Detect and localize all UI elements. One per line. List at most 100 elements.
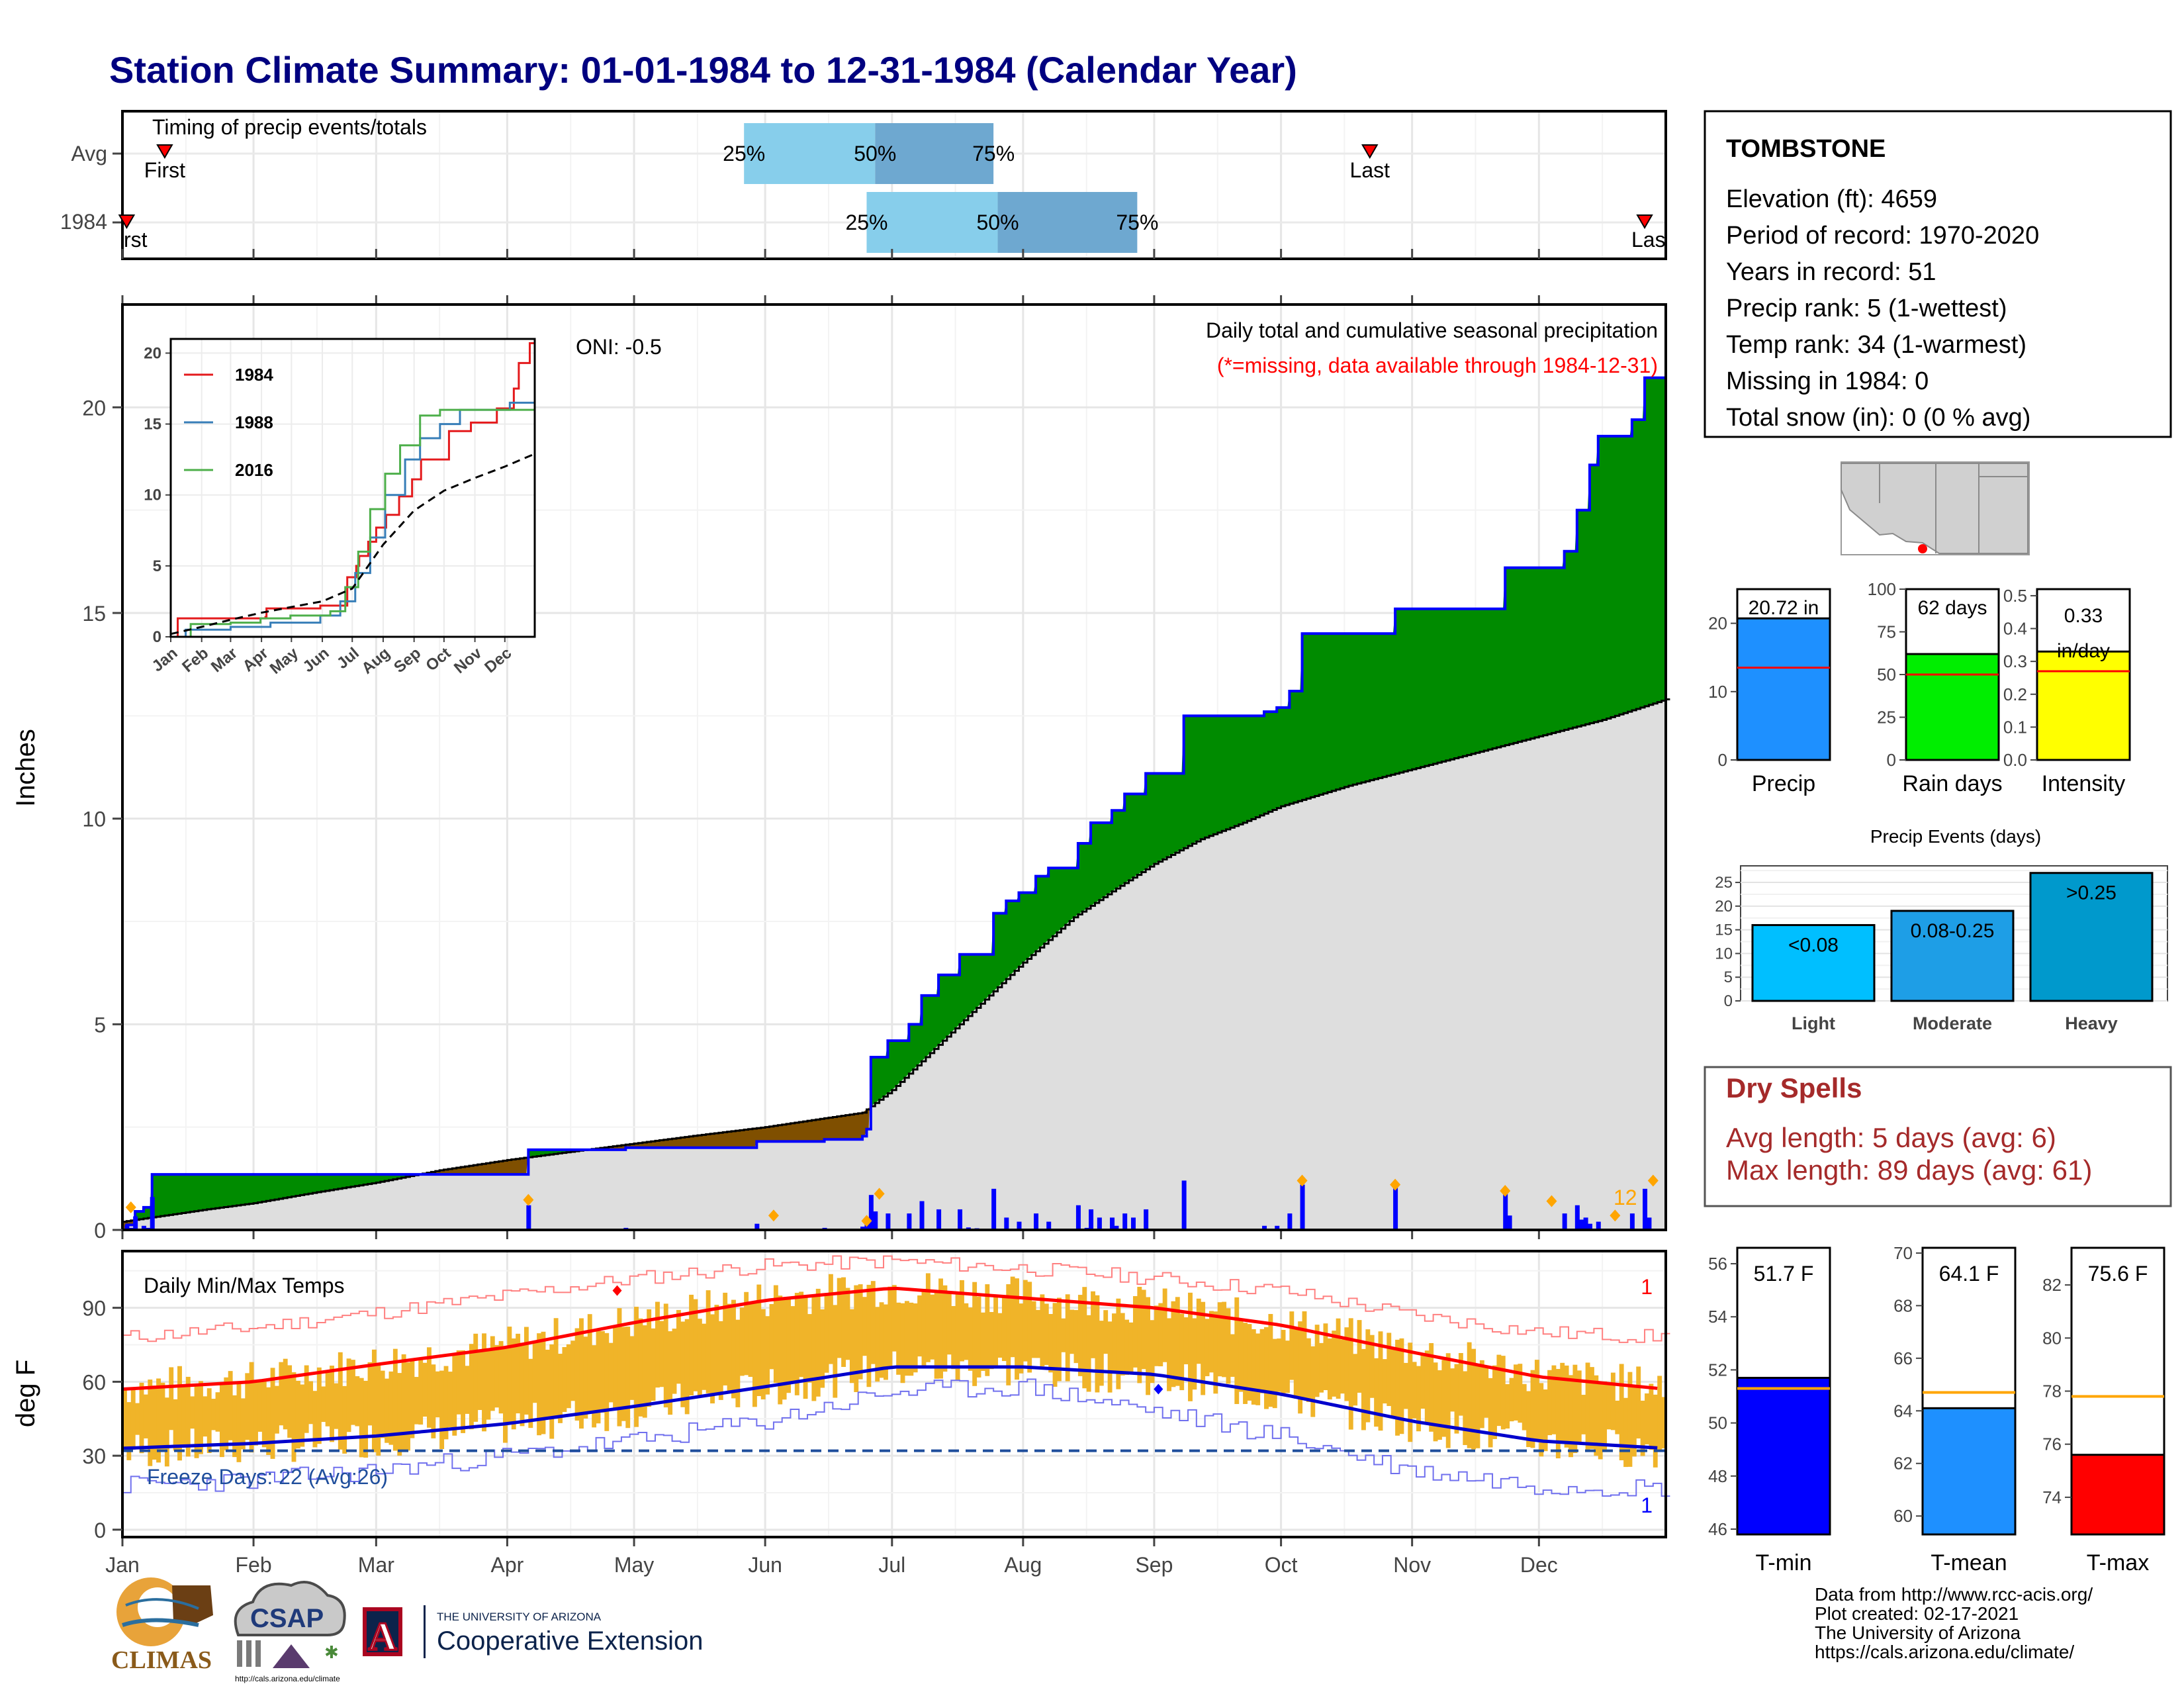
daily-temp-bar — [1306, 1338, 1311, 1402]
precip-events-title: Precip Events (days) — [1870, 826, 2041, 847]
daily-temp-bar — [976, 1296, 981, 1378]
daily-temp-bar — [710, 1314, 715, 1404]
daily-temp-bar — [1323, 1323, 1328, 1391]
temp-bar-label: T-max — [2087, 1550, 2149, 1575]
daily-temp-bar — [934, 1290, 939, 1379]
daily-precip-bar — [1089, 1209, 1094, 1230]
temp-bar-fill — [1736, 1376, 1831, 1536]
daily-temp-bar — [275, 1385, 279, 1434]
daily-temp-bar — [1128, 1322, 1134, 1373]
daily-temp-bar — [1192, 1318, 1197, 1390]
summary-bar-rain-days: 0 25 50 75 100 Rain days 62 days — [1868, 579, 2003, 796]
temp-y-tick: 0 — [94, 1519, 106, 1542]
daily-temp-bar — [206, 1388, 212, 1454]
daily-temp-bar — [452, 1354, 457, 1436]
footer-line-3: The University of Arizona — [1815, 1622, 2021, 1643]
timing-1984-last-label: Las — [1631, 228, 1666, 252]
daily-temp-bar — [693, 1299, 698, 1391]
daily-temp-bar — [794, 1293, 799, 1395]
daily-temp-bar — [942, 1285, 948, 1372]
daily-temp-bar — [380, 1370, 385, 1438]
daily-temp-bar — [1467, 1342, 1472, 1448]
inset-avg-line — [170, 453, 535, 635]
daily-temp-bar — [1479, 1360, 1484, 1429]
daily-temp-bar — [295, 1380, 300, 1449]
daily-temp-bar — [283, 1358, 288, 1430]
temp-bar-label: T-mean — [1931, 1550, 2007, 1575]
daily-temp-bar — [422, 1362, 428, 1417]
daily-precip-bar — [1507, 1215, 1512, 1230]
daily-precip-bar — [1287, 1213, 1293, 1230]
daily-temp-bar — [1293, 1329, 1298, 1399]
events-bar-label: 0.08-0.25 — [1911, 920, 1995, 942]
daily-temp-bar — [904, 1301, 909, 1376]
daily-temp-bar — [1332, 1331, 1337, 1397]
daily-temp-bar — [748, 1303, 753, 1377]
temp-y-tick: 30 — [82, 1444, 106, 1468]
daily-temp-bar — [1175, 1297, 1180, 1386]
daily-temp-bar — [1285, 1340, 1290, 1393]
daily-temp-bar — [647, 1309, 652, 1407]
daily-temp-bar — [203, 1396, 208, 1437]
daily-temp-bar — [705, 1290, 711, 1393]
daily-temp-bar — [866, 1284, 872, 1387]
daily-precip-bar — [1017, 1221, 1022, 1230]
daily-temp-bar — [887, 1286, 893, 1369]
daily-temp-bar — [1255, 1333, 1261, 1405]
daily-temp-bar — [659, 1321, 664, 1387]
daily-temp-bar — [1230, 1334, 1235, 1377]
daily-temp-bar — [989, 1312, 994, 1370]
daily-temp-bar — [1179, 1313, 1185, 1391]
temp-bar-tick: 82 — [2042, 1275, 2062, 1295]
daily-precip-bar — [124, 1225, 130, 1230]
temp-bar-tick: 52 — [1708, 1360, 1727, 1380]
daily-temp-bar — [1327, 1338, 1332, 1400]
daily-temp-bar — [1196, 1298, 1201, 1364]
daily-temp-bar — [1585, 1362, 1590, 1450]
daily-temp-bar — [498, 1340, 504, 1414]
daily-temp-bar — [1289, 1311, 1295, 1380]
precip-event-marker — [768, 1209, 779, 1222]
daily-temp-bar — [477, 1350, 482, 1411]
daily-precip-bar — [133, 1216, 138, 1230]
daily-temp-bar — [909, 1302, 914, 1376]
daily-temp-bar — [194, 1385, 199, 1458]
temp-y-tick: 90 — [82, 1297, 106, 1321]
daily-temp-bar — [1505, 1383, 1510, 1429]
daily-temp-bar — [862, 1297, 867, 1356]
daily-precip-bar — [1110, 1217, 1115, 1230]
month-label-oct: Oct — [1265, 1553, 1298, 1577]
daily-temp-bar — [1631, 1385, 1637, 1457]
daily-temp-bar — [139, 1382, 144, 1454]
daily-temp-bar — [968, 1307, 973, 1371]
daily-temp-bar — [1238, 1318, 1244, 1392]
events-bar-label: >0.25 — [2066, 882, 2116, 904]
daily-precip-bar — [1034, 1213, 1039, 1230]
daily-temp-bar — [1475, 1366, 1480, 1448]
daily-temp-bar — [456, 1350, 461, 1415]
daily-temp-bar — [346, 1358, 351, 1432]
daily-temp-bar — [773, 1285, 778, 1383]
daily-temp-bar — [1526, 1391, 1531, 1448]
daily-temp-bar — [1052, 1303, 1058, 1387]
precip-y-tick: 5 — [94, 1013, 106, 1037]
daily-temp-bar — [891, 1285, 897, 1352]
daily-temp-bar — [1623, 1397, 1628, 1468]
daily-temp-bar — [1649, 1383, 1654, 1450]
daily-temp-bar — [849, 1309, 854, 1383]
precip-event-marker — [523, 1194, 534, 1206]
daily-temp-bar — [152, 1385, 157, 1460]
daily-temp-bar — [1416, 1366, 1421, 1432]
summary-bar-label: Intensity — [2042, 771, 2126, 796]
daily-temp-bar — [1107, 1321, 1113, 1393]
daily-temp-bar — [427, 1347, 432, 1428]
daily-temp-bar — [503, 1348, 508, 1443]
page-title: Station Climate Summary: 01-01-1984 to 1… — [109, 49, 1297, 91]
climas-logo-text: CLIMAS — [111, 1646, 212, 1674]
daily-temp-bar — [185, 1376, 191, 1457]
inset-legend-label-1984: 1984 — [235, 365, 273, 385]
daily-temp-bar — [1247, 1324, 1252, 1401]
timing-avg-last-marker — [1361, 144, 1379, 159]
daily-temp-bar — [351, 1360, 355, 1425]
daily-temp-bar — [744, 1291, 749, 1376]
